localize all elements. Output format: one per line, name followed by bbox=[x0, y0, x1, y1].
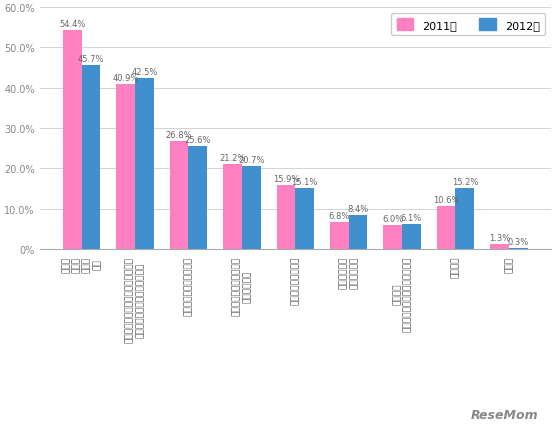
Bar bbox=[135, 79, 154, 249]
Text: 15.9%: 15.9% bbox=[273, 175, 299, 184]
Text: 特にない: 特にない bbox=[451, 256, 460, 278]
Text: 6.0%: 6.0% bbox=[382, 214, 403, 223]
Bar bbox=[63, 31, 82, 249]
Text: 26.8%: 26.8% bbox=[166, 131, 193, 140]
Bar bbox=[490, 244, 509, 249]
Text: 0.3%: 0.3% bbox=[508, 237, 529, 246]
Text: 15.2%: 15.2% bbox=[452, 177, 478, 186]
Text: 教員向けの研修制度: 教員向けの研修制度 bbox=[291, 256, 300, 304]
Text: 6.1%: 6.1% bbox=[401, 214, 422, 223]
Bar bbox=[437, 207, 456, 249]
Text: 10.6%: 10.6% bbox=[433, 196, 460, 205]
Bar bbox=[295, 189, 314, 249]
Text: 15.1%: 15.1% bbox=[291, 178, 318, 187]
Text: ReseMom: ReseMom bbox=[471, 408, 538, 421]
Text: 25.6%: 25.6% bbox=[184, 135, 211, 144]
Bar bbox=[188, 147, 207, 249]
Text: 8.4%: 8.4% bbox=[347, 205, 369, 214]
Text: （教材など）
ツールの整備: （教材など） ツールの整備 bbox=[339, 256, 359, 289]
Bar bbox=[402, 225, 421, 249]
Bar bbox=[456, 188, 474, 249]
Bar bbox=[384, 225, 402, 249]
Text: 1.3%: 1.3% bbox=[489, 233, 510, 242]
Bar bbox=[223, 164, 242, 249]
Text: ＡＬＴ（外国人指導者）
の指導レベル: ＡＬＴ（外国人指導者） の指導レベル bbox=[232, 256, 251, 315]
Bar bbox=[170, 141, 188, 249]
Bar bbox=[82, 66, 100, 249]
Bar bbox=[242, 166, 260, 249]
Bar bbox=[509, 248, 528, 249]
Text: 日本人
教師の
指導レ
ベル: 日本人 教師の 指導レ ベル bbox=[62, 256, 102, 273]
Text: 21.2%: 21.2% bbox=[219, 153, 246, 162]
Text: 6.8%: 6.8% bbox=[329, 211, 350, 220]
Bar bbox=[117, 85, 135, 249]
Bar bbox=[349, 215, 367, 249]
Bar bbox=[330, 222, 349, 249]
Text: 英語を好きにさせてくれるかどうか
（生徒に合わせた授業の工夫）: 英語を好きにさせてくれるかどうか （生徒に合わせた授業の工夫） bbox=[125, 256, 145, 342]
Text: 42.5%: 42.5% bbox=[131, 68, 158, 77]
Text: 54.4%: 54.4% bbox=[59, 20, 85, 29]
Text: 20.7%: 20.7% bbox=[238, 155, 264, 164]
Text: 評価制度
（フィードバックの有無など）: 評価制度 （フィードバックの有無など） bbox=[392, 256, 412, 332]
Text: 40.9%: 40.9% bbox=[113, 74, 139, 83]
Text: 45.7%: 45.7% bbox=[78, 55, 104, 64]
Bar bbox=[276, 185, 295, 249]
Legend: 2011年, 2012年: 2011年, 2012年 bbox=[391, 14, 545, 36]
Text: その他: その他 bbox=[504, 256, 513, 273]
Text: 指導内容・カリキュラム: 指導内容・カリキュラム bbox=[184, 256, 193, 315]
